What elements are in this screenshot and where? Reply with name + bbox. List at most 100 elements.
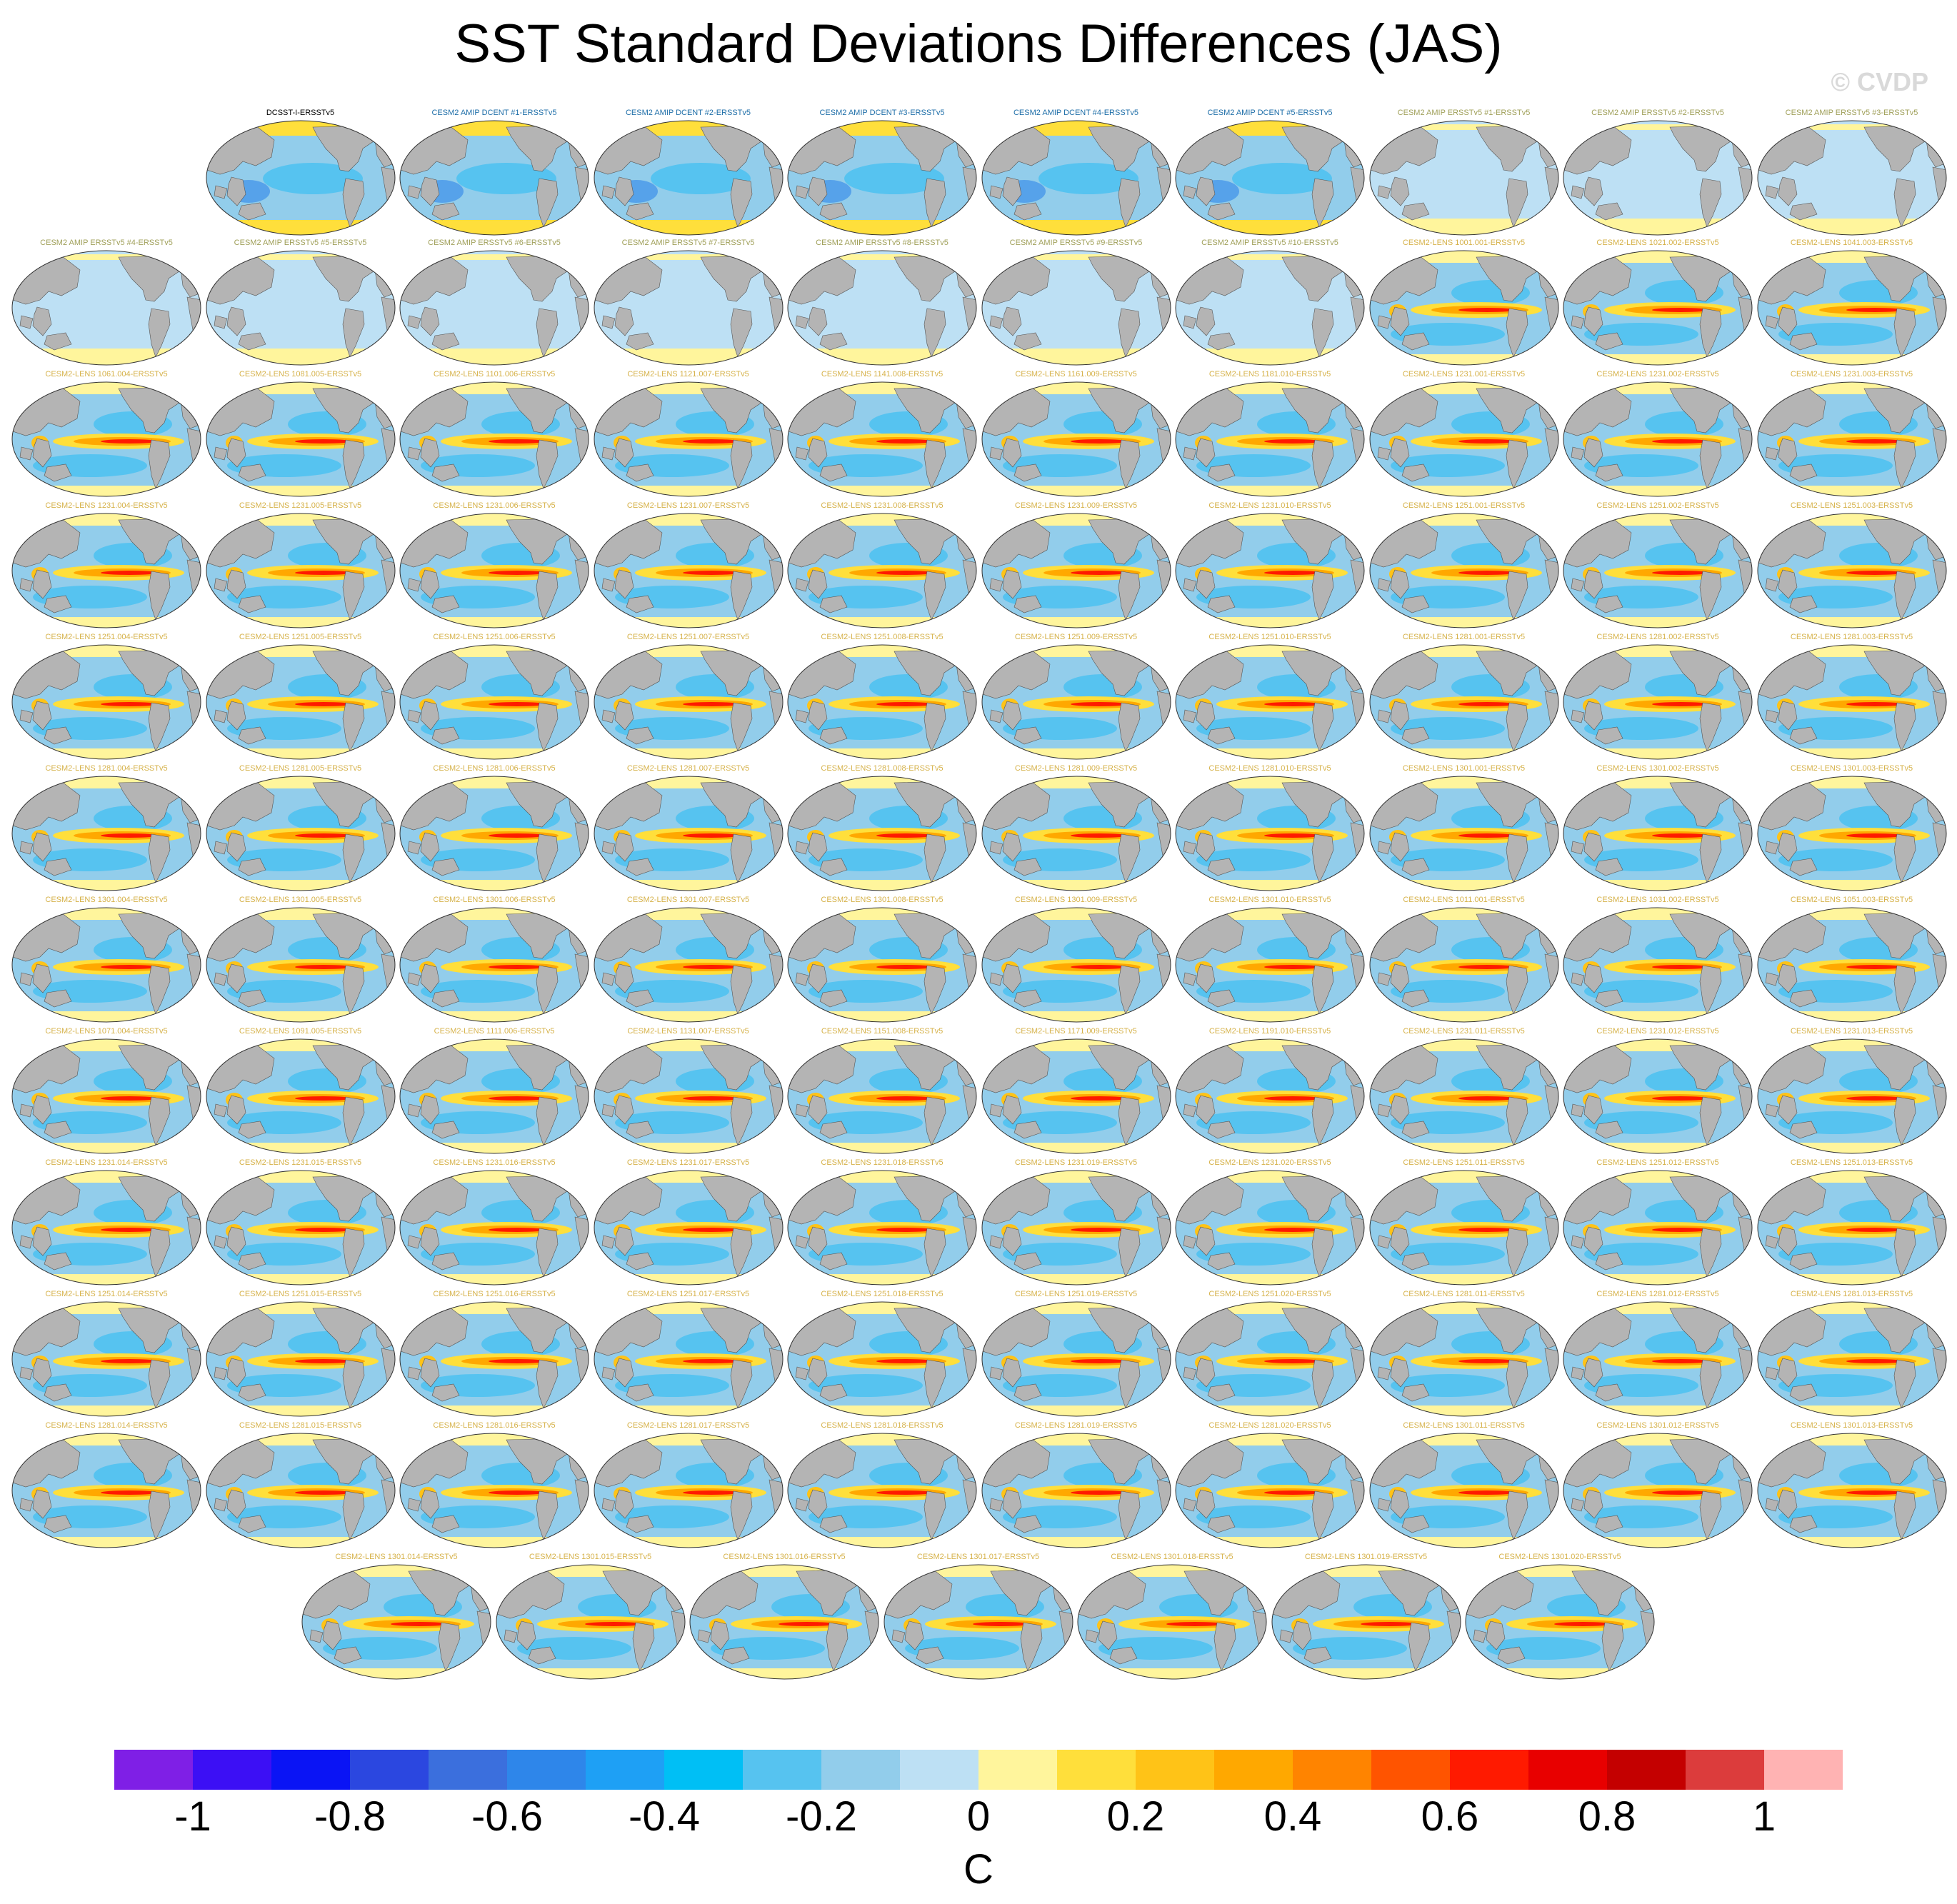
panel-title: CESM2-LENS 1231.009-ERSSTv5 bbox=[1014, 501, 1138, 510]
colorbar bbox=[114, 1750, 1843, 1790]
colorbar-tick-label: 0.2 bbox=[1106, 1793, 1165, 1840]
sst-map-panel bbox=[1175, 1301, 1365, 1417]
panel-title: CESM2 AMIP DCENT #1-ERSSTv5 bbox=[431, 109, 557, 117]
sst-map-panel bbox=[594, 776, 783, 891]
colorbar-swatch bbox=[743, 1750, 822, 1790]
panel-title: CESM2-LENS 1231.018-ERSSTv5 bbox=[821, 1158, 944, 1167]
panel-title: CESM2-LENS 1251.015-ERSSTv5 bbox=[239, 1290, 362, 1298]
sst-map-panel bbox=[1563, 1170, 1753, 1286]
panel-title: CESM2-LENS 1251.008-ERSSTv5 bbox=[821, 633, 944, 641]
panel-title: CESM2-LENS 1251.020-ERSSTv5 bbox=[1208, 1290, 1331, 1298]
panel-title: CESM2-LENS 1301.003-ERSSTv5 bbox=[1790, 764, 1913, 773]
sst-map-panel bbox=[1563, 1038, 1753, 1154]
sst-map-panel bbox=[981, 513, 1171, 628]
colorbar-swatch bbox=[507, 1750, 586, 1790]
sst-map-panel bbox=[1563, 381, 1753, 497]
sst-map-panel bbox=[1757, 907, 1946, 1023]
colorbar-tick-label: -0.2 bbox=[786, 1793, 857, 1840]
panel-title: CESM2-LENS 1281.004-ERSSTv5 bbox=[45, 764, 168, 773]
panel-title: CESM2-LENS 1251.019-ERSSTv5 bbox=[1014, 1290, 1138, 1298]
sst-map-panel bbox=[787, 776, 977, 891]
sst-map-panel bbox=[1369, 776, 1558, 891]
sst-map-panel bbox=[1563, 120, 1753, 236]
panel-title: CESM2 AMIP DCENT #2-ERSSTv5 bbox=[625, 109, 751, 117]
colorbar-swatch bbox=[978, 1750, 1058, 1790]
panel-title: CESM2 AMIP ERSSTv5 #1-ERSSTv5 bbox=[1397, 109, 1531, 117]
sst-map-panel bbox=[301, 1564, 491, 1680]
panel-title: CESM2-LENS 1251.001-ERSSTv5 bbox=[1402, 501, 1526, 510]
panel-title: CESM2 AMIP DCENT #3-ERSSTv5 bbox=[819, 109, 945, 117]
sst-map-panel bbox=[1369, 644, 1558, 760]
sst-map-panel bbox=[1757, 1433, 1946, 1548]
panel-title: CESM2 AMIP ERSSTv5 #3-ERSSTv5 bbox=[1785, 109, 1918, 117]
panel-title: CESM2-LENS 1281.011-ERSSTv5 bbox=[1403, 1290, 1525, 1298]
panel-title: CESM2-LENS 1281.001-ERSSTv5 bbox=[1402, 633, 1526, 641]
sst-map-panel bbox=[981, 1301, 1171, 1417]
sst-map-panel bbox=[11, 1170, 201, 1286]
sst-map-panel bbox=[11, 513, 201, 628]
panel-title: CESM2 AMIP DCENT #4-ERSSTv5 bbox=[1013, 109, 1139, 117]
panel-title: CESM2 AMIP ERSSTv5 #10-ERSSTv5 bbox=[1201, 239, 1338, 247]
panel-title: CESM2-LENS 1251.012-ERSSTv5 bbox=[1596, 1158, 1719, 1167]
panel-title: CESM2 AMIP ERSSTv5 #7-ERSSTv5 bbox=[621, 239, 755, 247]
panel-title: CESM2-LENS 1281.018-ERSSTv5 bbox=[821, 1421, 944, 1430]
panel-title: CESM2-LENS 1281.015-ERSSTv5 bbox=[239, 1421, 362, 1430]
panel-title: CESM2-LENS 1301.002-ERSSTv5 bbox=[1596, 764, 1719, 773]
sst-map-panel bbox=[1175, 1433, 1365, 1548]
sst-map-panel bbox=[11, 1301, 201, 1417]
cvdp-watermark: © CVDP bbox=[1831, 67, 1928, 96]
panel-title: CESM2-LENS 1281.019-ERSSTv5 bbox=[1014, 1421, 1138, 1430]
panel-title: CESM2-LENS 1251.005-ERSSTv5 bbox=[239, 633, 362, 641]
colorbar-swatch bbox=[114, 1750, 194, 1790]
panel-title: CESM2-LENS 1151.008-ERSSTv5 bbox=[821, 1027, 944, 1036]
sst-map-panel bbox=[594, 1038, 783, 1154]
sst-map-panel bbox=[496, 1564, 685, 1680]
colorbar-swatch bbox=[429, 1750, 508, 1790]
sst-map-panel bbox=[1369, 1038, 1558, 1154]
panel-title: CESM2-LENS 1281.005-ERSSTv5 bbox=[239, 764, 362, 773]
sst-map-panel bbox=[1563, 1301, 1753, 1417]
sst-map-panel bbox=[981, 1038, 1171, 1154]
panel-title: CESM2-LENS 1301.006-ERSSTv5 bbox=[433, 896, 556, 904]
panel-title: CESM2-LENS 1281.020-ERSSTv5 bbox=[1208, 1421, 1331, 1430]
colorbar-swatch bbox=[1607, 1750, 1686, 1790]
colorbar-swatch bbox=[821, 1750, 901, 1790]
panel-title: CESM2-LENS 1051.003-ERSSTv5 bbox=[1790, 896, 1913, 904]
colorbar-swatch bbox=[900, 1750, 979, 1790]
panel-title: CESM2 AMIP ERSSTv5 #5-ERSSTv5 bbox=[234, 239, 367, 247]
panel-title: CESM2-LENS 1281.012-ERSSTv5 bbox=[1596, 1290, 1719, 1298]
panel-title: CESM2-LENS 1081.005-ERSSTv5 bbox=[239, 370, 362, 379]
panel-title: CESM2-LENS 1041.003-ERSSTv5 bbox=[1790, 239, 1913, 247]
panel-title: CESM2-LENS 1281.014-ERSSTv5 bbox=[45, 1421, 168, 1430]
panel-title: CESM2-LENS 1021.002-ERSSTv5 bbox=[1596, 239, 1719, 247]
panel-title: CESM2-LENS 1301.009-ERSSTv5 bbox=[1014, 896, 1138, 904]
sst-map-panel bbox=[206, 1301, 395, 1417]
panel-title: CESM2-LENS 1281.017-ERSSTv5 bbox=[626, 1421, 750, 1430]
panel-title: CESM2-LENS 1231.008-ERSSTv5 bbox=[821, 501, 944, 510]
colorbar-swatch bbox=[1293, 1750, 1372, 1790]
colorbar-units: C bbox=[964, 1846, 993, 1893]
sst-map-panel bbox=[1175, 250, 1365, 366]
panel-title: CESM2-LENS 1231.016-ERSSTv5 bbox=[433, 1158, 556, 1167]
sst-map-panel bbox=[981, 1433, 1171, 1548]
panel-title: CESM2-LENS 1301.001-ERSSTv5 bbox=[1402, 764, 1526, 773]
colorbar-tick-label: -1 bbox=[174, 1793, 211, 1840]
sst-map-panel bbox=[206, 776, 395, 891]
panel-title: CESM2-LENS 1231.010-ERSSTv5 bbox=[1208, 501, 1331, 510]
panel-title: CESM2-LENS 1281.016-ERSSTv5 bbox=[433, 1421, 556, 1430]
panel-title: CESM2-LENS 1231.003-ERSSTv5 bbox=[1790, 370, 1913, 379]
panel-title: CESM2-LENS 1301.004-ERSSTv5 bbox=[45, 896, 168, 904]
colorbar-tick-label: 1 bbox=[1752, 1793, 1776, 1840]
panel-title: CESM2-LENS 1251.013-ERSSTv5 bbox=[1790, 1158, 1913, 1167]
panel-title: CESM2-LENS 1231.015-ERSSTv5 bbox=[239, 1158, 362, 1167]
sst-map-panel bbox=[399, 907, 589, 1023]
panel-title: CESM2-LENS 1231.012-ERSSTv5 bbox=[1596, 1027, 1719, 1036]
sst-map-panel bbox=[206, 1170, 395, 1286]
sst-map-panel bbox=[399, 1038, 589, 1154]
sst-map-panel bbox=[206, 1433, 395, 1548]
colorbar-tick-labels: -1 -0.8 -0.6 -0.4 -0.2 0 0.2 0.4 0.6 0.8 1 bbox=[0, 1793, 1957, 1850]
colorbar-swatch bbox=[350, 1750, 429, 1790]
sst-map-panel bbox=[11, 644, 201, 760]
panel-title: CESM2-LENS 1281.009-ERSSTv5 bbox=[1014, 764, 1138, 773]
sst-map-panel bbox=[787, 1433, 977, 1548]
